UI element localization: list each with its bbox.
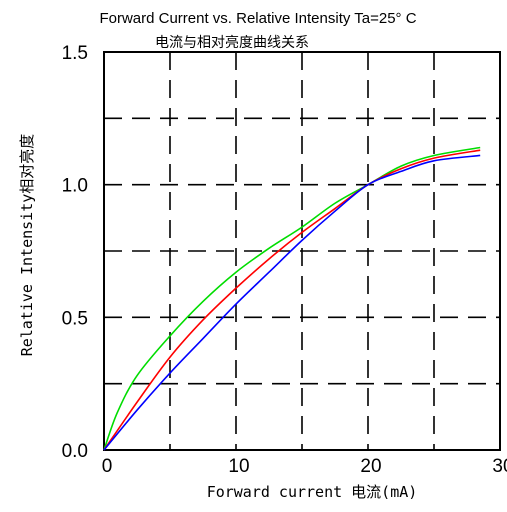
x-tick-label: 10 — [228, 456, 249, 477]
y-tick-label: 0.0 — [62, 441, 88, 462]
chart-title: Forward Current vs. Relative Intensity T… — [99, 10, 416, 27]
y-tick-label: 1.0 — [62, 176, 88, 197]
series-line-1 — [103, 146, 481, 451]
x-tick-label: 30 — [492, 456, 507, 477]
chart-subtitle: 电流与相对亮度曲线关系 — [155, 34, 309, 51]
x-tick-label: 0 — [102, 456, 113, 477]
series-line-2 — [103, 149, 481, 451]
series-line-3 — [103, 154, 481, 451]
y-axis-label: Relative Intensity相对亮度 — [18, 134, 36, 357]
x-tick-label: 20 — [360, 456, 381, 477]
x-axis-label: Forward current 电流(mA) — [207, 483, 418, 501]
y-tick-label: 0.5 — [62, 308, 88, 329]
y-tick-label: 1.5 — [62, 43, 88, 64]
